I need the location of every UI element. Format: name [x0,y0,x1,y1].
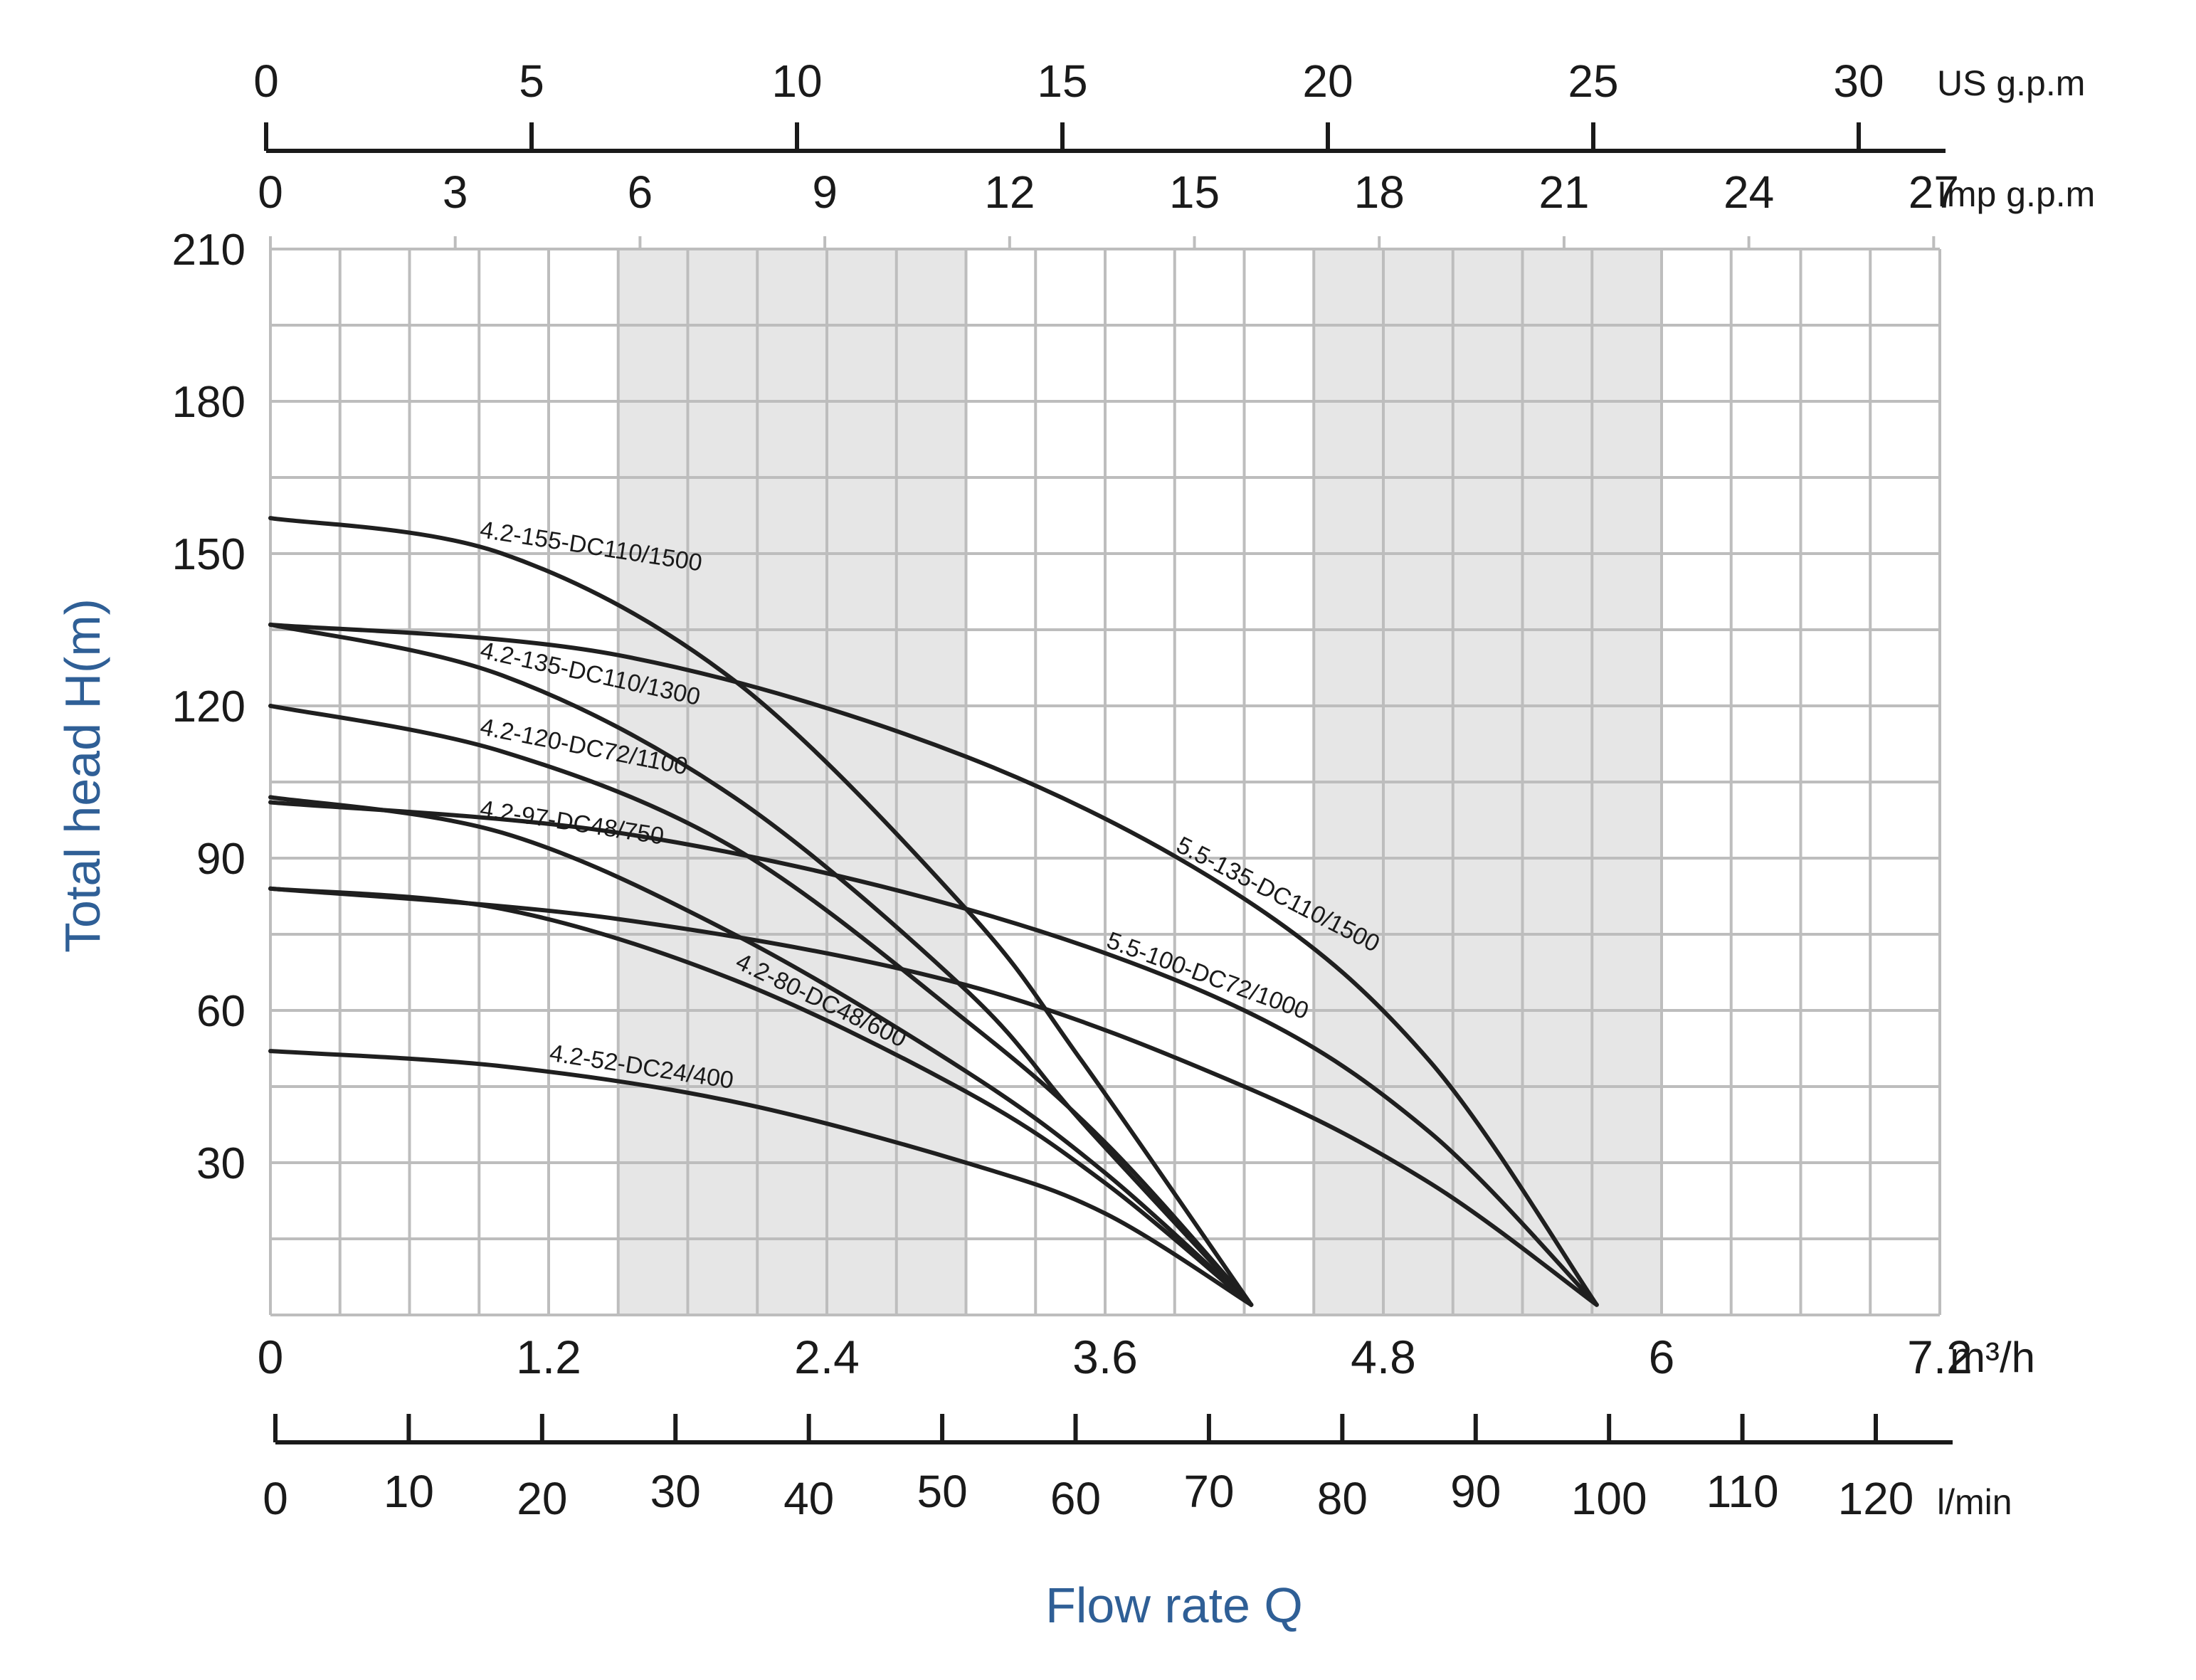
x-axis-title: Flow rate Q [1045,1578,1303,1633]
performance-curve [268,800,1599,1307]
y-tick-label: 90 [196,835,246,884]
x-tick-label-lmin: 50 [917,1466,967,1517]
x-tick-label-lmin: 100 [1571,1473,1647,1524]
x-tick-label-impgpm: 24 [1723,167,1774,218]
unit-label-lmin: l/min [1937,1482,2012,1522]
x-tick-label-impgpm: 15 [1169,167,1220,218]
x-tick-label-impgpm: 18 [1354,167,1405,218]
x-tick-label-impgpm: 0 [258,167,283,218]
performance-curve [268,704,1254,1307]
x-tick-label-m3h: 2.4 [794,1331,860,1383]
grid [269,248,1941,1316]
x-tick-label-impgpm: 3 [443,167,468,218]
performance-curve [268,795,1254,1307]
x-tick-label-lmin: 80 [1317,1473,1368,1524]
performance-curve [268,886,1599,1307]
x-tick-label-m3h: 6 [1649,1331,1675,1383]
x-tick-label-impgpm: 27 [1909,167,1959,218]
y-tick-label: 180 [172,378,246,427]
x-tick-label-m3h: 1.2 [516,1331,581,1383]
x-tick-label-m3h: 0 [258,1331,284,1383]
x-tick-label-m3h: 4.8 [1351,1331,1416,1383]
x-tick-label-usgpm: 25 [1568,56,1618,107]
x-tick-label-impgpm: 21 [1538,167,1589,218]
x-tick-label-lmin: 90 [1450,1466,1501,1517]
y-tick-label: 60 [196,987,246,1036]
x-tick-label-lmin: 110 [1706,1466,1779,1517]
performance-curves [268,516,1599,1307]
x-tick-label-usgpm: 0 [253,56,279,107]
unit-label-impgpm: Imp g.p.m [1937,174,2095,214]
x-tick-label-lmin: 0 [263,1473,288,1524]
x-tick-label-lmin: 70 [1183,1466,1234,1517]
x-tick-label-m3h: 7.2 [1907,1331,1973,1383]
performance-curve [268,516,1254,1307]
x-tick-label-usgpm: 15 [1037,56,1087,107]
y-tick-label: 120 [172,682,246,731]
performance-curve [268,622,1599,1307]
x-tick-label-lmin: 120 [1838,1473,1914,1524]
unit-label-m3h: m³/h [1950,1333,2035,1381]
x-tick-label-lmin: 10 [384,1466,434,1517]
x-tick-label-usgpm: 20 [1302,56,1353,107]
x-tick-label-usgpm: 5 [519,56,544,107]
x-tick-label-impgpm: 6 [628,167,653,218]
performance-curve [268,1049,1254,1307]
y-axis-title: Total head H(m) [55,598,110,953]
x-tick-label-lmin: 60 [1050,1473,1101,1524]
x-tick-label-m3h: 3.6 [1072,1331,1138,1383]
unit-label-usgpm: US g.p.m [1937,63,2085,103]
y-tick-label: 210 [172,226,246,275]
x-tick-label-impgpm: 9 [812,167,838,218]
x-tick-label-usgpm: 10 [771,56,822,107]
x-tick-label-usgpm: 30 [1833,56,1884,107]
x-tick-label-lmin: 30 [650,1466,701,1517]
x-tick-label-lmin: 40 [783,1473,834,1524]
y-tick-label: 150 [172,530,246,579]
x-tick-label-impgpm: 12 [984,167,1035,218]
x-tick-label-lmin: 20 [517,1473,567,1524]
y-tick-label: 30 [196,1139,246,1188]
